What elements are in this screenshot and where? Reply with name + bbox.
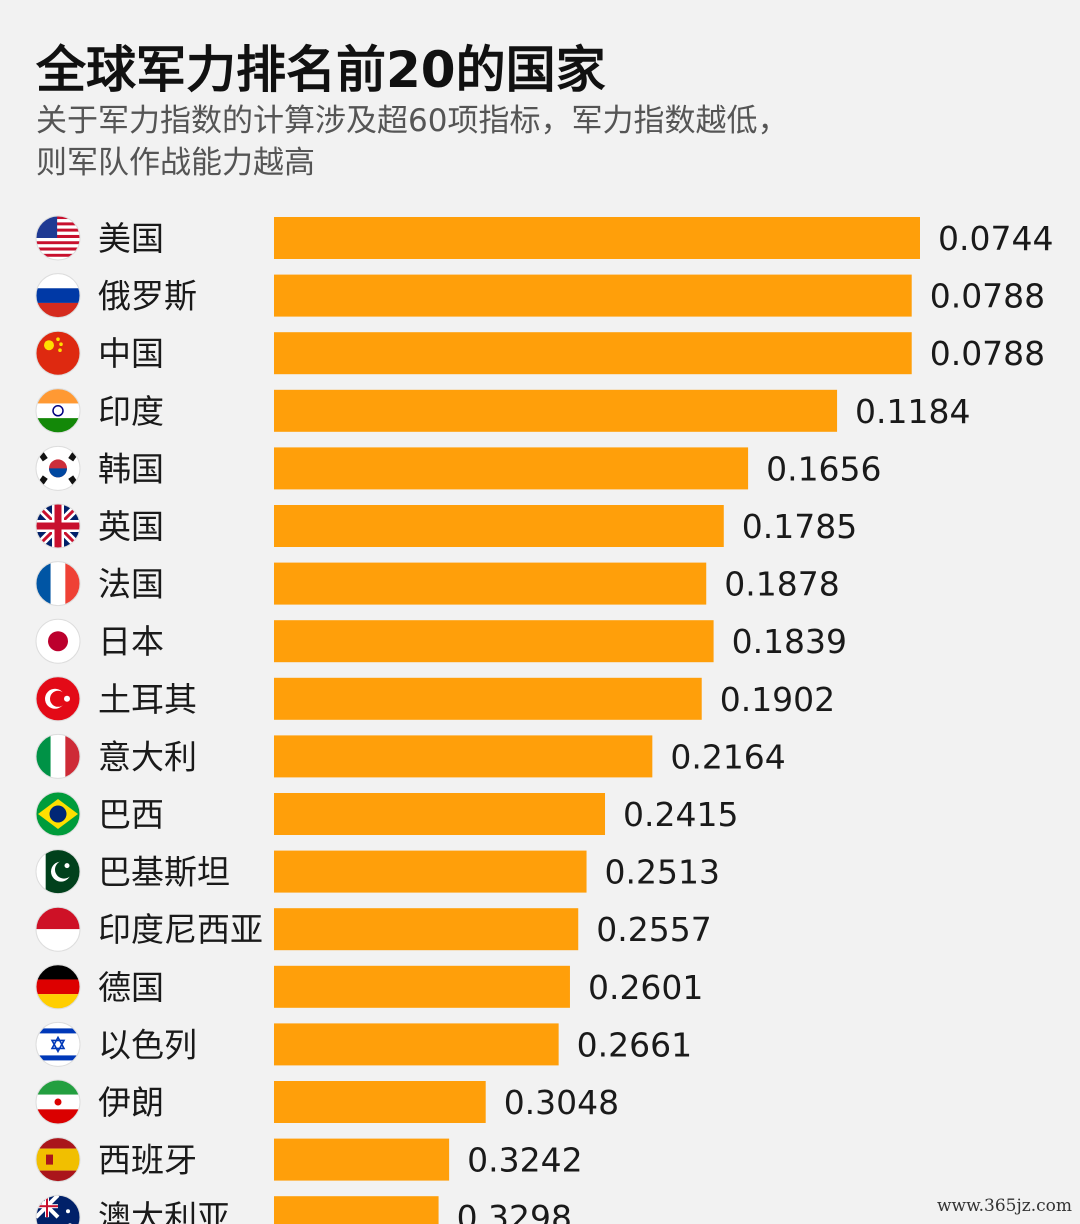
category-label: 巴基斯坦 bbox=[98, 853, 230, 892]
value-label: 0.2513 bbox=[605, 853, 720, 892]
category-label: 印度 bbox=[98, 392, 164, 431]
indonesia-flag-icon bbox=[35, 906, 81, 952]
category-label: 土耳其 bbox=[98, 680, 197, 719]
australia-flag-icon bbox=[35, 1194, 81, 1224]
bar-row: 英国 0.1785 bbox=[35, 503, 857, 549]
bar bbox=[274, 332, 912, 375]
chart-title: 全球军力排名前20的国家 bbox=[36, 41, 606, 99]
bar bbox=[274, 850, 587, 893]
bar bbox=[274, 1081, 486, 1123]
value-label: 0.1878 bbox=[724, 565, 839, 604]
bar bbox=[274, 389, 838, 432]
category-label: 美国 bbox=[98, 219, 164, 258]
bar-row: 韩国 0.1656 bbox=[35, 445, 882, 491]
category-label: 德国 bbox=[98, 968, 164, 1007]
usa-flag-icon bbox=[35, 215, 81, 261]
bar-row: 巴西 0.2415 bbox=[35, 791, 738, 837]
category-label: 俄罗斯 bbox=[98, 277, 197, 316]
value-label: 0.2601 bbox=[588, 968, 703, 1007]
chart-subtitle: 关于军力指数的计算涉及超60项指标，军力指数越低， 则军队作战能力越高 bbox=[36, 100, 936, 184]
value-label: 0.3242 bbox=[467, 1141, 582, 1180]
bar bbox=[274, 908, 579, 951]
bar-row: 中国 0.0788 bbox=[35, 330, 1045, 376]
bar bbox=[274, 620, 714, 663]
value-label: 0.0744 bbox=[938, 219, 1053, 258]
value-label: 0.2557 bbox=[596, 910, 711, 949]
bar-row: 意大利 0.2164 bbox=[35, 733, 786, 779]
category-label: 以色列 bbox=[98, 1025, 197, 1064]
bar-row: 土耳其 0.1902 bbox=[35, 676, 835, 722]
value-label: 0.1902 bbox=[720, 680, 835, 719]
bar bbox=[274, 274, 912, 317]
bar bbox=[274, 677, 702, 720]
value-label: 0.2415 bbox=[623, 795, 738, 834]
bar-row: 巴基斯坦 0.2513 bbox=[35, 849, 720, 895]
category-label: 印度尼西亚 bbox=[98, 910, 263, 949]
category-label: 巴西 bbox=[98, 795, 164, 834]
bar bbox=[274, 505, 724, 547]
turkey-flag-icon bbox=[35, 676, 81, 722]
china-flag-icon bbox=[35, 330, 81, 376]
value-label: 0.2164 bbox=[670, 737, 785, 776]
value-label: 0.2661 bbox=[577, 1025, 692, 1064]
category-label: 澳大利亚 bbox=[98, 1198, 230, 1224]
category-label: 日本 bbox=[98, 622, 164, 661]
bar bbox=[274, 447, 749, 490]
spain-flag-icon bbox=[35, 1137, 81, 1183]
bar-row: 美国 0.0744 bbox=[35, 215, 1053, 261]
iran-flag-icon bbox=[35, 1079, 81, 1125]
russia-flag-icon bbox=[35, 273, 81, 319]
bar bbox=[274, 217, 920, 259]
bar-row: 印度 0.1184 bbox=[35, 388, 971, 434]
value-label: 0.3048 bbox=[504, 1083, 619, 1122]
israel-flag-icon bbox=[35, 1021, 81, 1067]
category-label: 法国 bbox=[98, 565, 164, 604]
italy-flag-icon bbox=[35, 733, 81, 779]
bar bbox=[274, 1138, 450, 1181]
value-label: 0.1785 bbox=[742, 507, 857, 546]
value-label: 0.0788 bbox=[930, 334, 1045, 373]
watermark: www.365jz.com bbox=[937, 1196, 1072, 1216]
value-label: 0.1839 bbox=[732, 622, 847, 661]
category-label: 英国 bbox=[98, 507, 164, 546]
bar bbox=[274, 793, 606, 835]
korea-flag-icon bbox=[35, 445, 81, 491]
category-label: 伊朗 bbox=[98, 1083, 164, 1122]
subtitle-line-1: 关于军力指数的计算涉及超60项指标，军力指数越低， bbox=[36, 103, 789, 139]
bar-row: 法国 0.1878 bbox=[35, 561, 840, 607]
brazil-flag-icon bbox=[35, 791, 81, 837]
bar bbox=[274, 562, 707, 605]
bar bbox=[274, 735, 653, 778]
bar bbox=[274, 1196, 439, 1224]
bar-row: 伊朗 0.3048 bbox=[35, 1079, 619, 1125]
category-label: 意大利 bbox=[98, 737, 197, 776]
bar-row: 德国 0.2601 bbox=[35, 964, 703, 1010]
bar-row: 以色列 0.2661 bbox=[35, 1021, 692, 1067]
bar-row: 西班牙 0.3242 bbox=[35, 1137, 583, 1183]
india-flag-icon bbox=[35, 388, 81, 434]
subtitle-line-2: 则军队作战能力越高 bbox=[36, 145, 315, 181]
japan-flag-icon bbox=[35, 618, 81, 664]
value-label: 0.0788 bbox=[930, 277, 1045, 316]
value-label: 0.1184 bbox=[855, 392, 970, 431]
france-flag-icon bbox=[35, 561, 81, 607]
category-label: 韩国 bbox=[98, 449, 164, 488]
bar-row: 澳大利亚 0.3298 bbox=[35, 1194, 572, 1224]
bar bbox=[274, 1023, 559, 1066]
uk-flag-icon bbox=[35, 503, 81, 549]
bar-row: 印度尼西亚 0.2557 bbox=[35, 906, 712, 952]
bar bbox=[274, 965, 570, 1008]
bar-row: 俄罗斯 0.0788 bbox=[35, 273, 1045, 319]
germany-flag-icon bbox=[35, 964, 81, 1010]
pakistan-flag-icon bbox=[35, 849, 81, 895]
value-label: 0.1656 bbox=[766, 449, 881, 488]
bar-row: 日本 0.1839 bbox=[35, 618, 847, 664]
category-label: 西班牙 bbox=[98, 1141, 197, 1180]
value-label: 0.3298 bbox=[457, 1198, 572, 1224]
category-label: 中国 bbox=[98, 334, 164, 373]
